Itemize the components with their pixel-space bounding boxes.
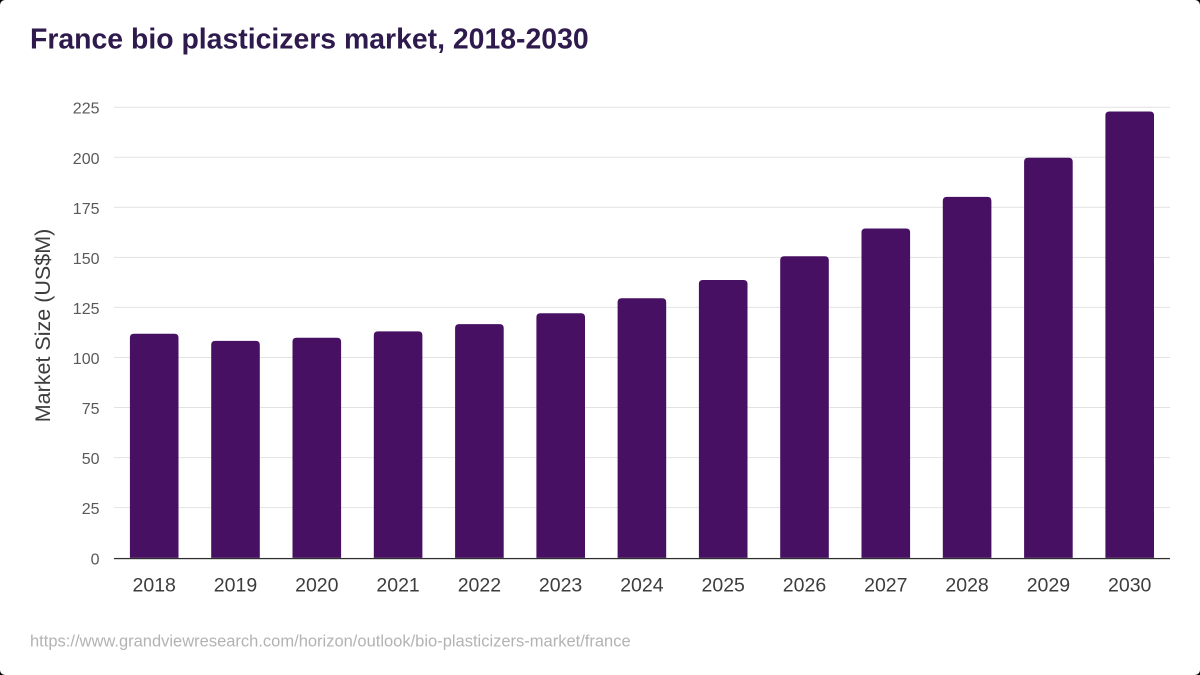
svg-text:225: 225	[73, 101, 100, 118]
svg-text:2020: 2020	[295, 574, 339, 596]
svg-text:2025: 2025	[702, 574, 746, 596]
svg-text:France bio plasticizers market: France bio plasticizers market, 2018-203…	[30, 23, 589, 55]
svg-text:2027: 2027	[864, 574, 907, 596]
svg-text:150: 150	[73, 251, 100, 268]
svg-text:75: 75	[82, 401, 100, 418]
svg-text:2022: 2022	[458, 574, 501, 596]
svg-text:100: 100	[73, 351, 100, 368]
svg-text:2018: 2018	[133, 574, 176, 596]
svg-text:2029: 2029	[1027, 574, 1070, 596]
svg-text:2021: 2021	[376, 574, 419, 596]
svg-text:0: 0	[91, 551, 100, 568]
svg-text:Market Size (US$M): Market Size (US$M)	[31, 229, 55, 423]
svg-text:25: 25	[82, 501, 100, 518]
svg-text:2019: 2019	[214, 574, 257, 596]
svg-text:2030: 2030	[1108, 574, 1152, 596]
svg-text:2023: 2023	[539, 574, 582, 596]
svg-text:2024: 2024	[620, 574, 664, 596]
svg-text:2028: 2028	[945, 574, 988, 596]
svg-text:175: 175	[73, 201, 100, 218]
svg-text:50: 50	[82, 451, 100, 468]
svg-text:2026: 2026	[783, 574, 826, 596]
svg-text:125: 125	[73, 301, 100, 318]
svg-text:200: 200	[73, 151, 100, 168]
svg-text:https://www.grandviewresearch.: https://www.grandviewresearch.com/horizo…	[30, 633, 631, 651]
